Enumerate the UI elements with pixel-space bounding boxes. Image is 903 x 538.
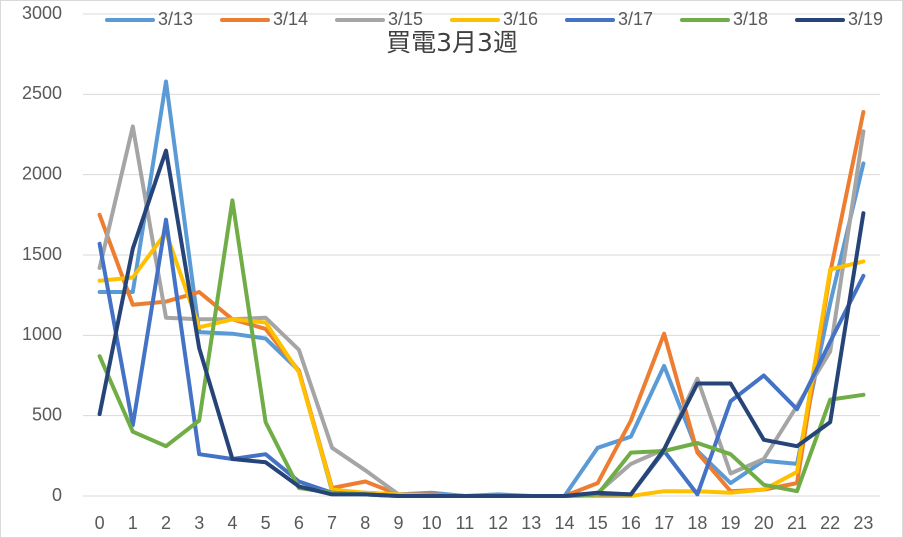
legend-label: 3/18 bbox=[733, 9, 768, 29]
x-tick-label: 18 bbox=[687, 513, 707, 533]
y-tick-label: 0 bbox=[52, 485, 62, 505]
x-tick-label: 10 bbox=[422, 513, 442, 533]
x-tick-label: 12 bbox=[488, 513, 508, 533]
legend-label: 3/15 bbox=[388, 9, 423, 29]
x-tick-label: 5 bbox=[261, 513, 271, 533]
x-tick-label: 4 bbox=[227, 513, 237, 533]
x-tick-label: 2 bbox=[161, 513, 171, 533]
x-tick-label: 3 bbox=[194, 513, 204, 533]
x-tick-label: 11 bbox=[456, 513, 475, 533]
legend-label: 3/13 bbox=[158, 9, 193, 29]
x-tick-label: 1 bbox=[128, 513, 138, 533]
chart-title: 買電3月3週 bbox=[386, 28, 518, 57]
x-tick-label: 13 bbox=[521, 513, 541, 533]
x-tick-label: 15 bbox=[588, 513, 608, 533]
y-tick-label: 2000 bbox=[22, 163, 62, 183]
x-tick-label: 7 bbox=[327, 513, 337, 533]
x-tick-label: 23 bbox=[853, 513, 873, 533]
x-tick-label: 19 bbox=[721, 513, 741, 533]
x-tick-label: 20 bbox=[754, 513, 774, 533]
y-tick-label: 2500 bbox=[22, 83, 62, 103]
x-tick-label: 16 bbox=[621, 513, 641, 533]
x-tick-label: 17 bbox=[654, 513, 674, 533]
y-tick-label: 3000 bbox=[22, 3, 62, 23]
x-tick-label: 22 bbox=[820, 513, 840, 533]
x-tick-label: 6 bbox=[294, 513, 304, 533]
legend-label: 3/19 bbox=[848, 9, 883, 29]
y-tick-label: 500 bbox=[32, 404, 62, 424]
x-tick-label: 21 bbox=[787, 513, 807, 533]
x-tick-label: 8 bbox=[360, 513, 370, 533]
x-tick-label: 0 bbox=[95, 513, 105, 533]
series-line bbox=[97, 148, 866, 498]
y-tick-label: 1000 bbox=[22, 324, 62, 344]
x-tick-label: 14 bbox=[555, 513, 575, 533]
y-tick-label: 1500 bbox=[22, 244, 62, 264]
legend-label: 3/16 bbox=[503, 9, 538, 29]
legend-label: 3/14 bbox=[273, 9, 308, 29]
legend-label: 3/17 bbox=[618, 9, 653, 29]
x-tick-label: 9 bbox=[393, 513, 403, 533]
